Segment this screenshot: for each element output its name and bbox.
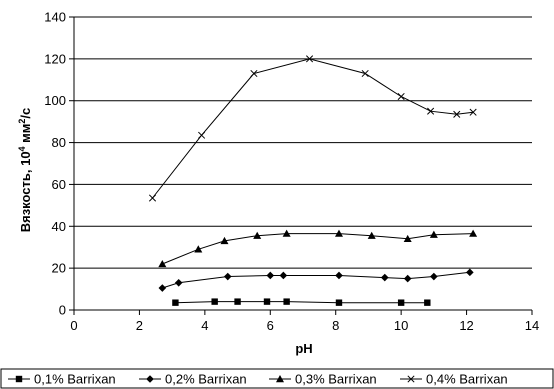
x-tick-label: 0 bbox=[70, 318, 77, 333]
legend-label: 0,2% Barrixan bbox=[165, 372, 247, 387]
legend-marker bbox=[276, 375, 284, 383]
legend-marker bbox=[15, 375, 23, 383]
series-line bbox=[162, 271, 470, 289]
series-line bbox=[152, 58, 474, 199]
x-tick-label: 12 bbox=[459, 318, 473, 333]
legend-entry: 0,3% Barrixan bbox=[269, 372, 377, 387]
data-point bbox=[403, 274, 412, 283]
data-point bbox=[361, 69, 369, 78]
x-tick-label: 14 bbox=[525, 318, 539, 333]
y-tick-label: 100 bbox=[44, 93, 66, 108]
data-point bbox=[198, 131, 206, 139]
series-2 bbox=[158, 268, 474, 292]
data-point bbox=[469, 229, 478, 237]
series-line bbox=[175, 301, 428, 304]
legend-entry: 0,4% Barrixan bbox=[400, 372, 508, 387]
series-3 bbox=[158, 229, 478, 268]
legend-label: 0,3% Barrixan bbox=[295, 372, 377, 387]
y-axis-label: Вязкость, 104 мм2/с bbox=[17, 108, 33, 233]
data-point bbox=[430, 272, 438, 281]
x-tick-label: 4 bbox=[201, 318, 208, 333]
series-4 bbox=[148, 55, 477, 202]
data-point bbox=[429, 230, 438, 238]
y-tick-label: 120 bbox=[44, 51, 66, 66]
y-tick-label: 40 bbox=[52, 219, 66, 234]
gridlines bbox=[74, 16, 532, 269]
data-point bbox=[305, 55, 314, 63]
data-point bbox=[158, 259, 167, 268]
y-tick-label: 80 bbox=[52, 135, 66, 150]
x-tick-label: 2 bbox=[136, 318, 143, 333]
y-tick-label: 20 bbox=[52, 261, 66, 276]
data-point bbox=[220, 236, 229, 245]
data-point bbox=[453, 110, 461, 118]
data-point bbox=[158, 284, 167, 292]
legend-label: 0,1% Barrixan bbox=[34, 372, 116, 387]
series-lines bbox=[148, 55, 478, 306]
x-tick-label: 6 bbox=[267, 318, 274, 333]
data-point bbox=[403, 234, 412, 243]
data-point bbox=[367, 231, 376, 239]
legend-entry: 0,1% Barrixan bbox=[8, 372, 116, 387]
y-tick-labels: 0 20 40 60 80 100 120 140 bbox=[44, 10, 66, 318]
data-point bbox=[380, 273, 389, 282]
data-point bbox=[335, 299, 343, 306]
data-point bbox=[148, 194, 157, 202]
x-tick-label: 8 bbox=[332, 318, 339, 333]
data-point bbox=[469, 108, 477, 116]
legend-marker bbox=[407, 375, 415, 383]
y-tick-label: 60 bbox=[52, 177, 66, 192]
data-point bbox=[223, 272, 232, 281]
legend-label: 0,4% Barrixan bbox=[426, 372, 508, 387]
legend: 0,1% Barrixan 0,2% Barrixan 0,3% Barrixan 0… bbox=[8, 372, 508, 387]
data-point bbox=[194, 245, 203, 253]
data-point bbox=[263, 298, 271, 305]
data-point bbox=[427, 107, 435, 115]
legend-entry: 0,2% Barrixan bbox=[139, 372, 247, 387]
data-point bbox=[279, 271, 288, 280]
data-point bbox=[250, 69, 258, 78]
x-tick-labels: 0 2 4 6 8 10 12 14 bbox=[70, 318, 539, 333]
legend-marker bbox=[146, 375, 154, 383]
data-point bbox=[283, 298, 290, 305]
data-point bbox=[174, 278, 183, 287]
data-point bbox=[335, 271, 343, 280]
data-point bbox=[466, 268, 474, 277]
data-point bbox=[211, 298, 218, 305]
data-point bbox=[334, 229, 343, 237]
data-point bbox=[424, 299, 431, 306]
y-tick-label: 140 bbox=[44, 10, 66, 25]
data-point bbox=[397, 92, 405, 101]
data-point bbox=[253, 231, 262, 239]
axes bbox=[69, 16, 533, 315]
y-tick-label: 0 bbox=[59, 303, 66, 318]
x-axis-label: pH bbox=[295, 341, 312, 356]
data-point bbox=[234, 298, 241, 305]
x-tick-label: 10 bbox=[394, 318, 408, 333]
data-point bbox=[172, 299, 179, 306]
series-line bbox=[162, 233, 474, 265]
data-point bbox=[266, 271, 275, 280]
series-1 bbox=[172, 298, 431, 306]
data-point bbox=[282, 229, 291, 237]
data-point bbox=[397, 299, 405, 306]
